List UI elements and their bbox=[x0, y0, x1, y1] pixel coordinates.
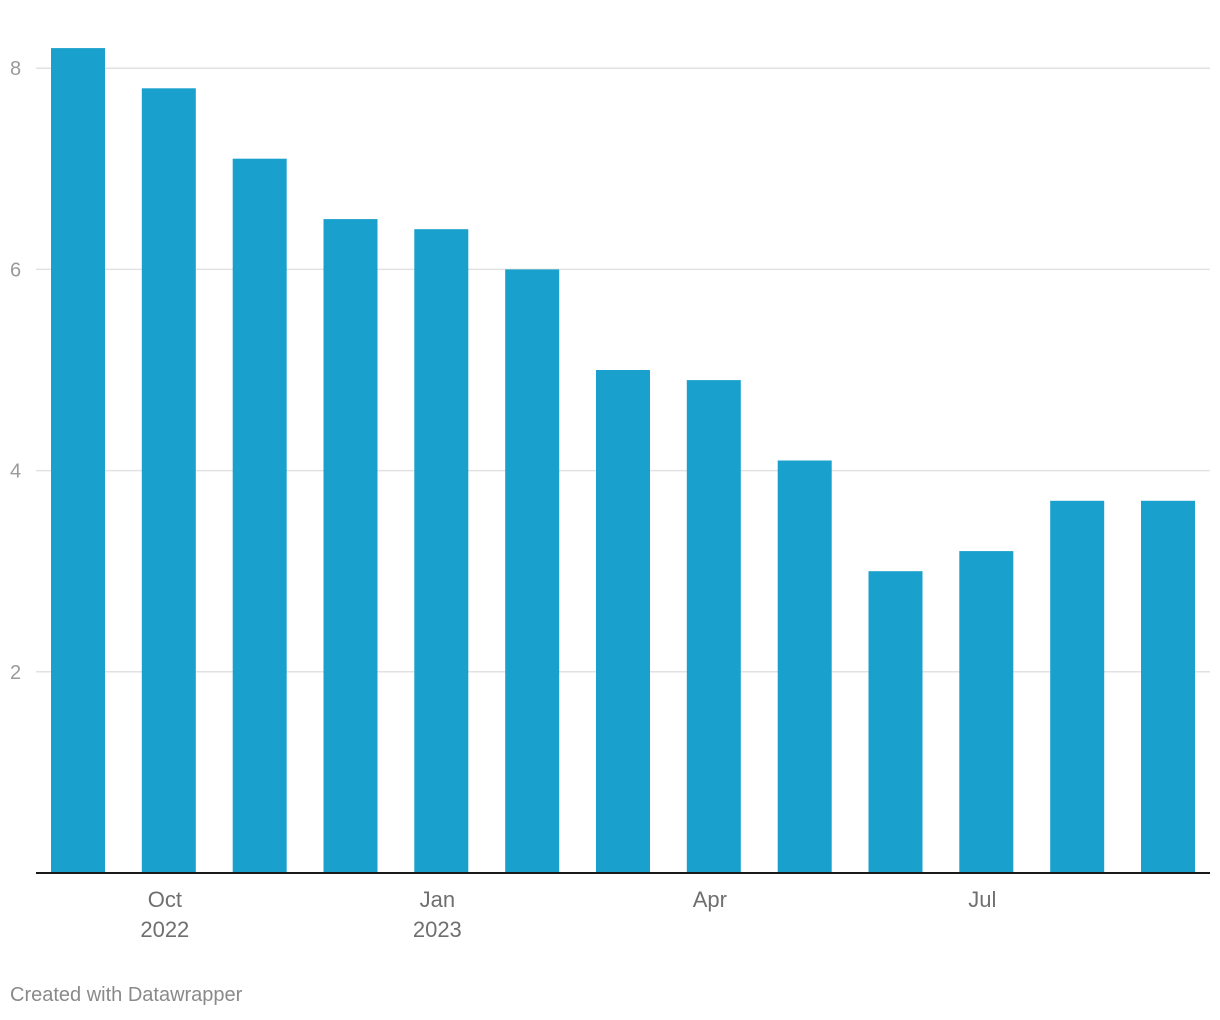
bar-2022-12 bbox=[323, 219, 378, 874]
bar-2023-07 bbox=[959, 551, 1014, 873]
bar-2023-03 bbox=[596, 370, 650, 873]
bar-2023-06 bbox=[868, 571, 923, 873]
bar-2023-05 bbox=[777, 460, 832, 873]
bar-2023-04 bbox=[686, 380, 741, 873]
credit-text: Created with Datawrapper bbox=[10, 984, 243, 1006]
x-tick-year-label: 2022 bbox=[140, 917, 189, 942]
x-tick-label: Apr bbox=[693, 887, 727, 912]
axes: 2 4 6 8 Oct 2022 Jan 2023 Apr Jul bbox=[10, 58, 1210, 942]
bar-chart: 2 4 6 8 Oct 2022 Jan 2023 Apr Jul bbox=[10, 48, 1210, 942]
bar-2023-08 bbox=[1050, 500, 1105, 873]
x-tick-label: Oct bbox=[148, 887, 182, 912]
bar-2023-01 bbox=[414, 229, 469, 873]
bar-2023-09 bbox=[1141, 500, 1195, 873]
y-tick-label: 6 bbox=[10, 259, 21, 281]
x-tick-label: Jul bbox=[968, 887, 996, 912]
bar-2022-11 bbox=[232, 158, 287, 873]
bars bbox=[51, 48, 1195, 874]
y-tick-label: 2 bbox=[10, 662, 21, 684]
y-tick-label: 8 bbox=[10, 58, 21, 80]
x-tick-year-label: 2023 bbox=[413, 917, 462, 942]
bar-2022-09 bbox=[51, 48, 105, 874]
bar-2023-02 bbox=[505, 269, 560, 873]
y-tick-label: 4 bbox=[10, 461, 21, 483]
x-tick-label: Jan bbox=[420, 887, 455, 912]
bar-2022-10 bbox=[141, 88, 196, 874]
